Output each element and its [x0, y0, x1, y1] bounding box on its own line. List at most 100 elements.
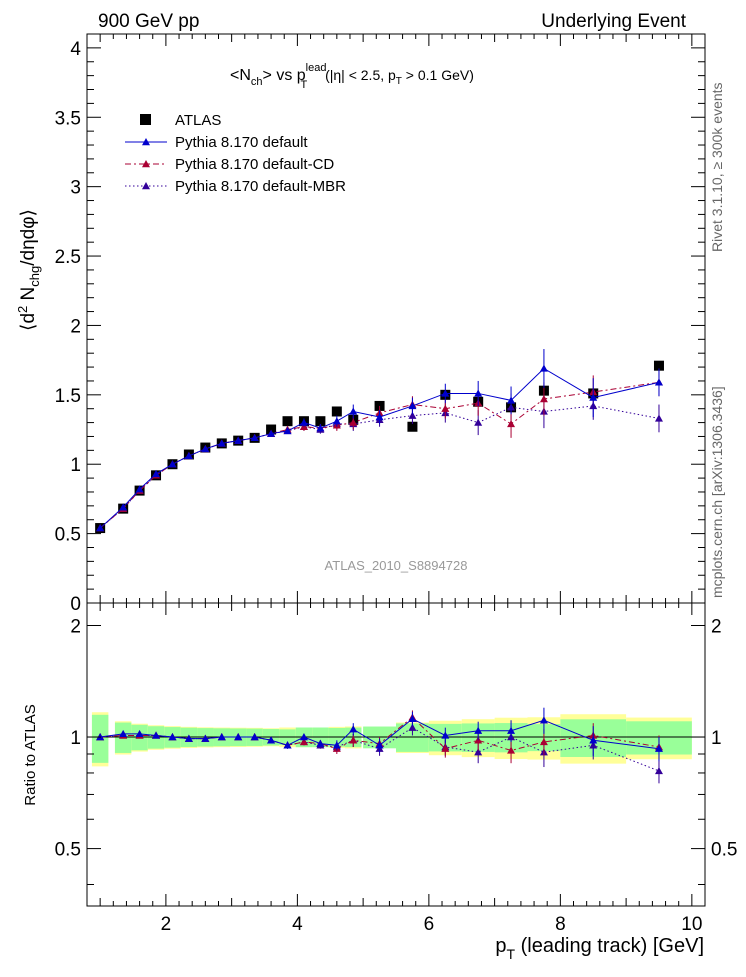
marker-default-4 — [168, 460, 177, 468]
atlas-data-point-10 — [266, 424, 277, 435]
ratio-marker-default-cd-20 — [507, 746, 516, 754]
marker-default-20 — [507, 396, 516, 404]
ratio-marker-default-9 — [250, 733, 259, 741]
legend-label-default: Pythia 8.170 default — [175, 134, 308, 151]
ratio-marker-default-cd-18 — [441, 744, 450, 752]
ratio-marker-default-20 — [507, 726, 516, 734]
ratio-marker-default-7 — [217, 733, 226, 741]
marker-default-mbr-19 — [474, 418, 483, 426]
plot-title-lead-superscript: lead — [306, 62, 327, 74]
x-tick-label-8: 8 — [555, 914, 566, 935]
x-axis-label: pT (leading track) [GeV] — [495, 935, 704, 962]
legend-label-default-mbr: Pythia 8.170 default-MBR — [175, 178, 346, 195]
main-y-tick-label-8: 4 — [70, 39, 81, 60]
ylabel-part-b: N — [18, 287, 39, 306]
plot-title-vs: > vs p — [263, 67, 306, 84]
legend-marker-atlas — [140, 114, 151, 125]
ratio-y-tick-label-right-2: 2 — [711, 616, 722, 637]
plot-title-cutoff-end: > 0.1 GeV) — [402, 67, 474, 83]
plot-title-cutoff: (|η| < 2.5, p — [321, 67, 396, 83]
marker-default-23 — [654, 378, 663, 386]
x-tick-label-6: 6 — [424, 914, 435, 935]
marker-default-16 — [375, 413, 384, 421]
main-y-tick-label-5: 2.5 — [55, 247, 81, 268]
header-analysis-label: Underlying Event — [541, 11, 686, 32]
legend-label-atlas: ATLAS — [175, 112, 221, 129]
x-tick-label-10: 10 — [681, 914, 702, 935]
marker-default-3 — [152, 469, 161, 478]
xlabel-t-subscript: T — [506, 946, 515, 962]
ratio-marker-default-19 — [474, 726, 483, 734]
main-y-tick-label-1: 0.5 — [55, 525, 81, 546]
ratio-y-tick-label-left-0: 0.5 — [55, 840, 81, 861]
ratio-marker-default-10 — [267, 736, 276, 744]
header-energy-label: 900 GeV pp — [98, 11, 199, 32]
main-y-axis-label: ⟨d2 Nchg/dηdφ⟩ — [15, 209, 42, 331]
ratio-line-default — [100, 718, 660, 750]
main-y-tick-label-7: 3.5 — [55, 108, 81, 129]
ratio-marker-default-16 — [375, 741, 384, 749]
plot-title-t-subscript: T — [300, 79, 307, 91]
series-line-default — [99, 367, 660, 529]
ratio-marker-default-2 — [135, 729, 144, 738]
marker-default-5 — [184, 451, 193, 460]
ratio-marker-default-mbr-23 — [654, 766, 663, 775]
ratio-y-axis-label: Ratio to ATLAS — [22, 704, 39, 805]
legend-marker-default — [142, 138, 150, 146]
x-tick-label-4: 4 — [292, 914, 303, 935]
marker-default-mbr-23 — [654, 414, 663, 422]
ratio-y-tick-label-left-2: 2 — [70, 616, 81, 637]
plot-title-ch-subscript: ch — [251, 76, 263, 88]
marker-default-10 — [267, 429, 276, 437]
marker-default-13 — [316, 424, 325, 432]
x-tick-label-2: 2 — [161, 914, 172, 935]
legend-marker-default-cd — [142, 160, 150, 168]
ratio-marker-default-17 — [408, 714, 417, 723]
marker-default-9 — [250, 433, 259, 442]
ratio-y-tick-label-left-1: 1 — [70, 728, 81, 749]
marker-default-8 — [234, 436, 243, 444]
marker-default-7 — [217, 439, 226, 447]
marker-default-cd-21 — [539, 394, 548, 403]
ratio-marker-default-8 — [234, 733, 243, 741]
ratio-marker-default-4 — [168, 733, 177, 741]
legend-label-default-cd: Pythia 8.170 default-CD — [175, 156, 334, 173]
plot-title-cutoff-t-subscript: T — [396, 76, 402, 87]
marker-default-2 — [135, 485, 144, 493]
marker-default-mbr-17 — [408, 411, 417, 419]
marker-default-6 — [201, 444, 210, 453]
main-y-tick-label-4: 2 — [70, 316, 81, 337]
marker-default-21 — [539, 364, 548, 372]
main-y-tick-label-2: 1 — [70, 455, 81, 476]
main-y-tick-label-0: 0 — [70, 594, 81, 615]
marker-default-cd-18 — [441, 404, 450, 412]
axes-frames: 2 4 6 8 10 0 0.5 1 1.5 2 2.5 3 3.5 4 0.5 0.5 1 1 2 2 — [55, 33, 737, 935]
marker-default-1 — [119, 503, 128, 511]
atlas-data-point-14 — [331, 406, 342, 417]
atlas-data-point-17 — [407, 421, 418, 432]
ratio-marker-default-12 — [299, 733, 308, 741]
plot-title: <Nch> vs plead T (|η| < 2.5, pT > 0.1 GeV… — [230, 62, 474, 91]
ratio-marker-default-cd-21 — [539, 737, 548, 746]
atlas-data-point-23 — [653, 360, 664, 371]
marker-default-18 — [441, 389, 450, 397]
marker-default-14 — [332, 417, 341, 425]
ylabel-part-c: /dηdφ⟩ — [18, 209, 39, 266]
ratio-marker-default-cd-12 — [299, 737, 308, 746]
main-y-tick-label-3: 1.5 — [55, 386, 81, 407]
marker-default-cd-15 — [349, 418, 358, 426]
mcplots-label: mcplots.cern.ch [arXiv:1306.3436] — [709, 386, 725, 598]
rivet-version-label: Rivet 3.1.10, ≥ 300k events — [709, 82, 725, 252]
main-plot-area — [95, 349, 664, 534]
main-y-tick-label-6: 3 — [70, 178, 81, 199]
ratio-marker-default-mbr-17 — [408, 723, 417, 731]
xlabel-p: p — [495, 935, 506, 957]
plot-title-nch: <N — [230, 67, 251, 84]
marker-default-17 — [408, 401, 417, 410]
ratio-marker-default-3 — [152, 731, 161, 739]
atlas-data-point-13 — [315, 416, 326, 427]
ratio-marker-default-23 — [654, 744, 663, 752]
ratio-y-tick-label-right-0: 0.5 — [711, 840, 737, 861]
ratio-marker-default-22 — [589, 736, 598, 744]
ylabel-sub: chg — [27, 266, 42, 287]
